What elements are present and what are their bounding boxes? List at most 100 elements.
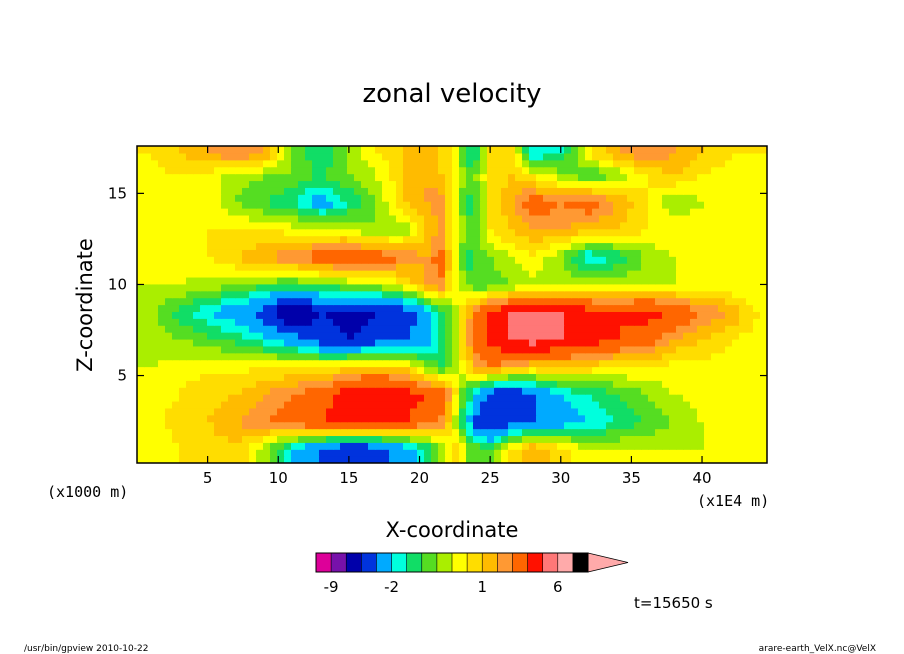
heatmap-cell: [711, 283, 719, 292]
heatmap-cell: [179, 187, 187, 195]
heatmap-cell: [305, 208, 313, 216]
heatmap-cell: [515, 297, 523, 306]
heatmap-cell: [354, 173, 362, 182]
heatmap-cell: [368, 159, 376, 168]
heatmap-cell: [340, 166, 348, 175]
heatmap-cell: [396, 221, 404, 230]
heatmap-cell: [578, 235, 586, 244]
heatmap-cell: [487, 221, 495, 230]
heatmap-cell: [760, 400, 767, 409]
heatmap-cell: [522, 208, 530, 216]
heatmap-cell: [207, 276, 215, 285]
heatmap-cell: [424, 387, 432, 395]
heatmap-cell: [480, 311, 488, 319]
heatmap-cell: [186, 194, 194, 202]
heatmap-cell: [207, 359, 215, 368]
heatmap-cell: [641, 359, 649, 368]
heatmap-cell: [375, 290, 383, 299]
heatmap-cell: [340, 380, 348, 388]
heatmap-cell: [662, 214, 670, 223]
heatmap-cell: [641, 414, 649, 423]
heatmap-cell: [256, 311, 264, 319]
heatmap-cell: [487, 180, 495, 188]
heatmap-cell: [459, 242, 467, 250]
heatmap-cell: [200, 421, 208, 430]
heatmap-cell: [165, 228, 173, 237]
heatmap-cell: [459, 456, 467, 463]
heatmap-cell: [494, 235, 502, 244]
heatmap-cell: [571, 283, 579, 292]
heatmap-cell: [207, 442, 215, 450]
heatmap-cell: [760, 249, 767, 257]
heatmap-cell: [725, 173, 733, 182]
heatmap-cell: [452, 380, 460, 388]
heatmap-cell: [529, 407, 537, 416]
colorbar-swatch: [451, 552, 468, 573]
heatmap-cell: [452, 318, 460, 326]
heatmap-cell: [739, 352, 747, 361]
heatmap-cell: [452, 242, 460, 250]
heatmap-cell: [452, 194, 460, 202]
heatmap-cell: [452, 208, 460, 216]
heatmap-cell: [389, 332, 397, 340]
heatmap-cell: [228, 201, 236, 209]
heatmap-cell: [368, 187, 376, 195]
heatmap-cell: [200, 414, 208, 423]
heatmap-cell: [158, 242, 166, 250]
heatmap-cell: [599, 325, 607, 333]
plot-frame: [136, 145, 768, 464]
heatmap-cell: [571, 332, 579, 340]
heatmap-cell: [515, 387, 523, 395]
heatmap-cell: [662, 373, 670, 381]
heatmap-cell: [438, 166, 446, 175]
heatmap-cell: [410, 442, 418, 450]
heatmap-cell: [277, 387, 285, 395]
heatmap-cell: [648, 338, 656, 347]
heatmap-cell: [277, 235, 285, 244]
heatmap-cell: [515, 366, 523, 375]
heatmap-cell: [361, 235, 369, 244]
heatmap-cell: [676, 304, 684, 312]
heatmap-cell: [697, 235, 705, 244]
colorbar-swatch: [376, 552, 393, 573]
heatmap-cell: [676, 146, 684, 154]
heatmap-cell: [634, 366, 642, 375]
heatmap-cell: [466, 221, 474, 230]
heatmap-cell: [641, 159, 649, 168]
heatmap-cell: [431, 449, 439, 457]
heatmap-cell: [613, 387, 621, 395]
heatmap-cell: [473, 242, 481, 250]
heatmap-cell: [424, 366, 432, 375]
heatmap-cell: [606, 201, 614, 209]
heatmap-cell: [326, 152, 334, 161]
heatmap-cell: [634, 249, 642, 257]
heatmap-cell: [249, 235, 257, 244]
heatmap-cell: [312, 394, 320, 402]
heatmap-cell: [340, 263, 348, 271]
heatmap-cell: [564, 414, 572, 423]
heatmap-cell: [368, 414, 376, 423]
heatmap-cell: [340, 332, 348, 340]
y-tick-label: 15: [108, 184, 127, 202]
heatmap-cell: [536, 373, 544, 381]
heatmap-cell: [165, 318, 173, 326]
heatmap-cell: [662, 407, 670, 416]
heatmap-cell: [340, 352, 348, 361]
heatmap-cell: [550, 242, 558, 250]
heatmap-cell: [529, 270, 537, 278]
heatmap-cell: [697, 414, 705, 423]
heatmap-cell: [760, 373, 767, 381]
heatmap-cell: [732, 311, 740, 319]
heatmap-cell: [494, 270, 502, 278]
heatmap-cell: [333, 428, 341, 437]
heatmap-cell: [186, 290, 194, 299]
heatmap-cell: [571, 242, 579, 250]
heatmap-cell: [221, 304, 229, 312]
heatmap-cell: [291, 166, 299, 175]
heatmap-cell: [144, 449, 152, 457]
heatmap-cell: [564, 359, 572, 368]
heatmap-cell: [340, 221, 348, 230]
heatmap-cell: [298, 194, 306, 202]
heatmap-cell: [480, 325, 488, 333]
heatmap-cell: [662, 394, 670, 402]
